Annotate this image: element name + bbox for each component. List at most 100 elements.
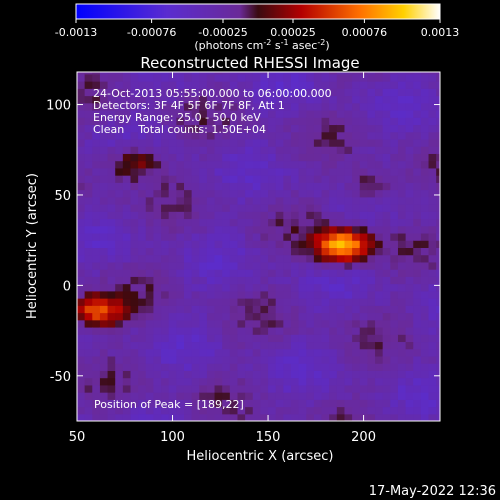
heatmap-cell (420, 312, 430, 321)
heatmap-cell (336, 160, 346, 169)
heatmap-cell (329, 175, 338, 183)
heatmap-cell (130, 377, 139, 386)
heatmap-cell (436, 182, 440, 191)
heatmap-cell (138, 247, 147, 256)
heatmap-cell (268, 196, 277, 205)
heatmap-cell (405, 189, 414, 198)
heatmap-cell (428, 146, 437, 154)
heatmap-cell (390, 72, 399, 75)
heatmap-cell (168, 211, 177, 220)
heatmap-cell (283, 370, 292, 379)
heatmap-cell (183, 370, 193, 379)
heatmap-cell (183, 384, 193, 393)
heatmap-cell (321, 88, 330, 97)
heatmap-cell (214, 348, 223, 357)
heatmap-cell (290, 109, 300, 118)
heatmap-cell (161, 363, 170, 371)
heatmap-cell (153, 312, 162, 321)
heatmap-cell (321, 290, 330, 299)
heatmap-cell (222, 196, 231, 205)
heatmap-cell (206, 160, 216, 169)
heatmap-cell (245, 319, 254, 328)
heatmap-cell (344, 384, 353, 393)
heatmap-cell (145, 131, 155, 140)
heatmap-cell (352, 240, 361, 249)
heatmap-cell (321, 189, 330, 198)
heatmap-cell (420, 261, 430, 270)
heatmap-cell (153, 72, 162, 75)
heatmap-cell (214, 102, 223, 111)
heatmap-cell (275, 73, 284, 82)
heatmap-cell (229, 341, 239, 350)
heatmap-cell (268, 363, 277, 371)
heatmap-cell (206, 392, 216, 400)
heatmap-cell (352, 124, 361, 133)
heatmap-cell (191, 138, 200, 147)
heatmap-cell (138, 204, 147, 212)
heatmap-cell (145, 247, 155, 256)
heatmap-cell (260, 153, 269, 162)
heatmap-cell (268, 189, 277, 198)
heatmap-cell (352, 290, 361, 299)
heatmap-cell (321, 261, 330, 270)
heatmap-cell (138, 167, 147, 176)
heatmap-cell (222, 131, 231, 140)
heatmap-cell (275, 355, 284, 364)
heatmap-cell (283, 117, 292, 126)
heatmap-cell (260, 370, 269, 379)
heatmap-cell (84, 196, 93, 205)
heatmap-cell (92, 102, 101, 111)
heatmap-cell (290, 73, 300, 82)
heatmap-cell (107, 240, 116, 249)
heatmap-cell (191, 312, 200, 321)
heatmap-cell (283, 189, 292, 198)
heatmap-cell (229, 290, 239, 299)
heatmap-cell (229, 204, 239, 212)
heatmap-cell (336, 247, 346, 256)
heatmap-cell (122, 109, 132, 118)
heatmap-cell (260, 363, 269, 371)
heatmap-cell (168, 377, 177, 386)
heatmap-cell (199, 254, 208, 263)
heatmap-cell (161, 153, 170, 162)
heatmap-cell (77, 167, 86, 176)
heatmap-cell (191, 377, 200, 386)
heatmap-cell (130, 254, 139, 263)
heatmap-cell (153, 283, 162, 292)
heatmap-cell (92, 290, 101, 299)
heatmap-cell (283, 247, 292, 256)
heatmap-cell (313, 370, 323, 379)
heatmap-cell (413, 117, 422, 126)
heatmap-cell (405, 319, 414, 328)
heatmap-cell (168, 189, 177, 198)
heatmap-cell (115, 95, 124, 104)
heatmap-cell (77, 384, 86, 393)
heatmap-cell (130, 290, 139, 299)
heatmap-cell (237, 298, 246, 306)
heatmap-cell (153, 167, 162, 176)
heatmap-cell (214, 399, 223, 408)
heatmap-cell (283, 175, 292, 183)
heatmap-cell (428, 232, 437, 241)
heatmap-cell (436, 81, 440, 89)
heatmap-cell (252, 384, 262, 393)
heatmap-cell (145, 334, 155, 343)
heatmap-cell (321, 138, 330, 147)
heatmap-cell (420, 363, 430, 371)
heatmap-cell (84, 131, 93, 140)
heatmap-cell (191, 124, 200, 133)
heatmap-cell (329, 73, 338, 82)
heatmap-cell (199, 102, 208, 111)
heatmap-cell (275, 175, 284, 183)
heatmap-cell (115, 232, 124, 241)
heatmap-cell (428, 131, 437, 140)
heatmap-cell (436, 370, 440, 379)
heatmap-cell (153, 261, 162, 270)
heatmap-cell (375, 204, 384, 212)
heatmap-cell (352, 189, 361, 198)
heatmap-cell (214, 189, 223, 198)
heatmap-cell (168, 355, 177, 364)
heatmap-cell (298, 81, 307, 89)
heatmap-cell (344, 109, 353, 118)
heatmap-cell (130, 240, 139, 249)
